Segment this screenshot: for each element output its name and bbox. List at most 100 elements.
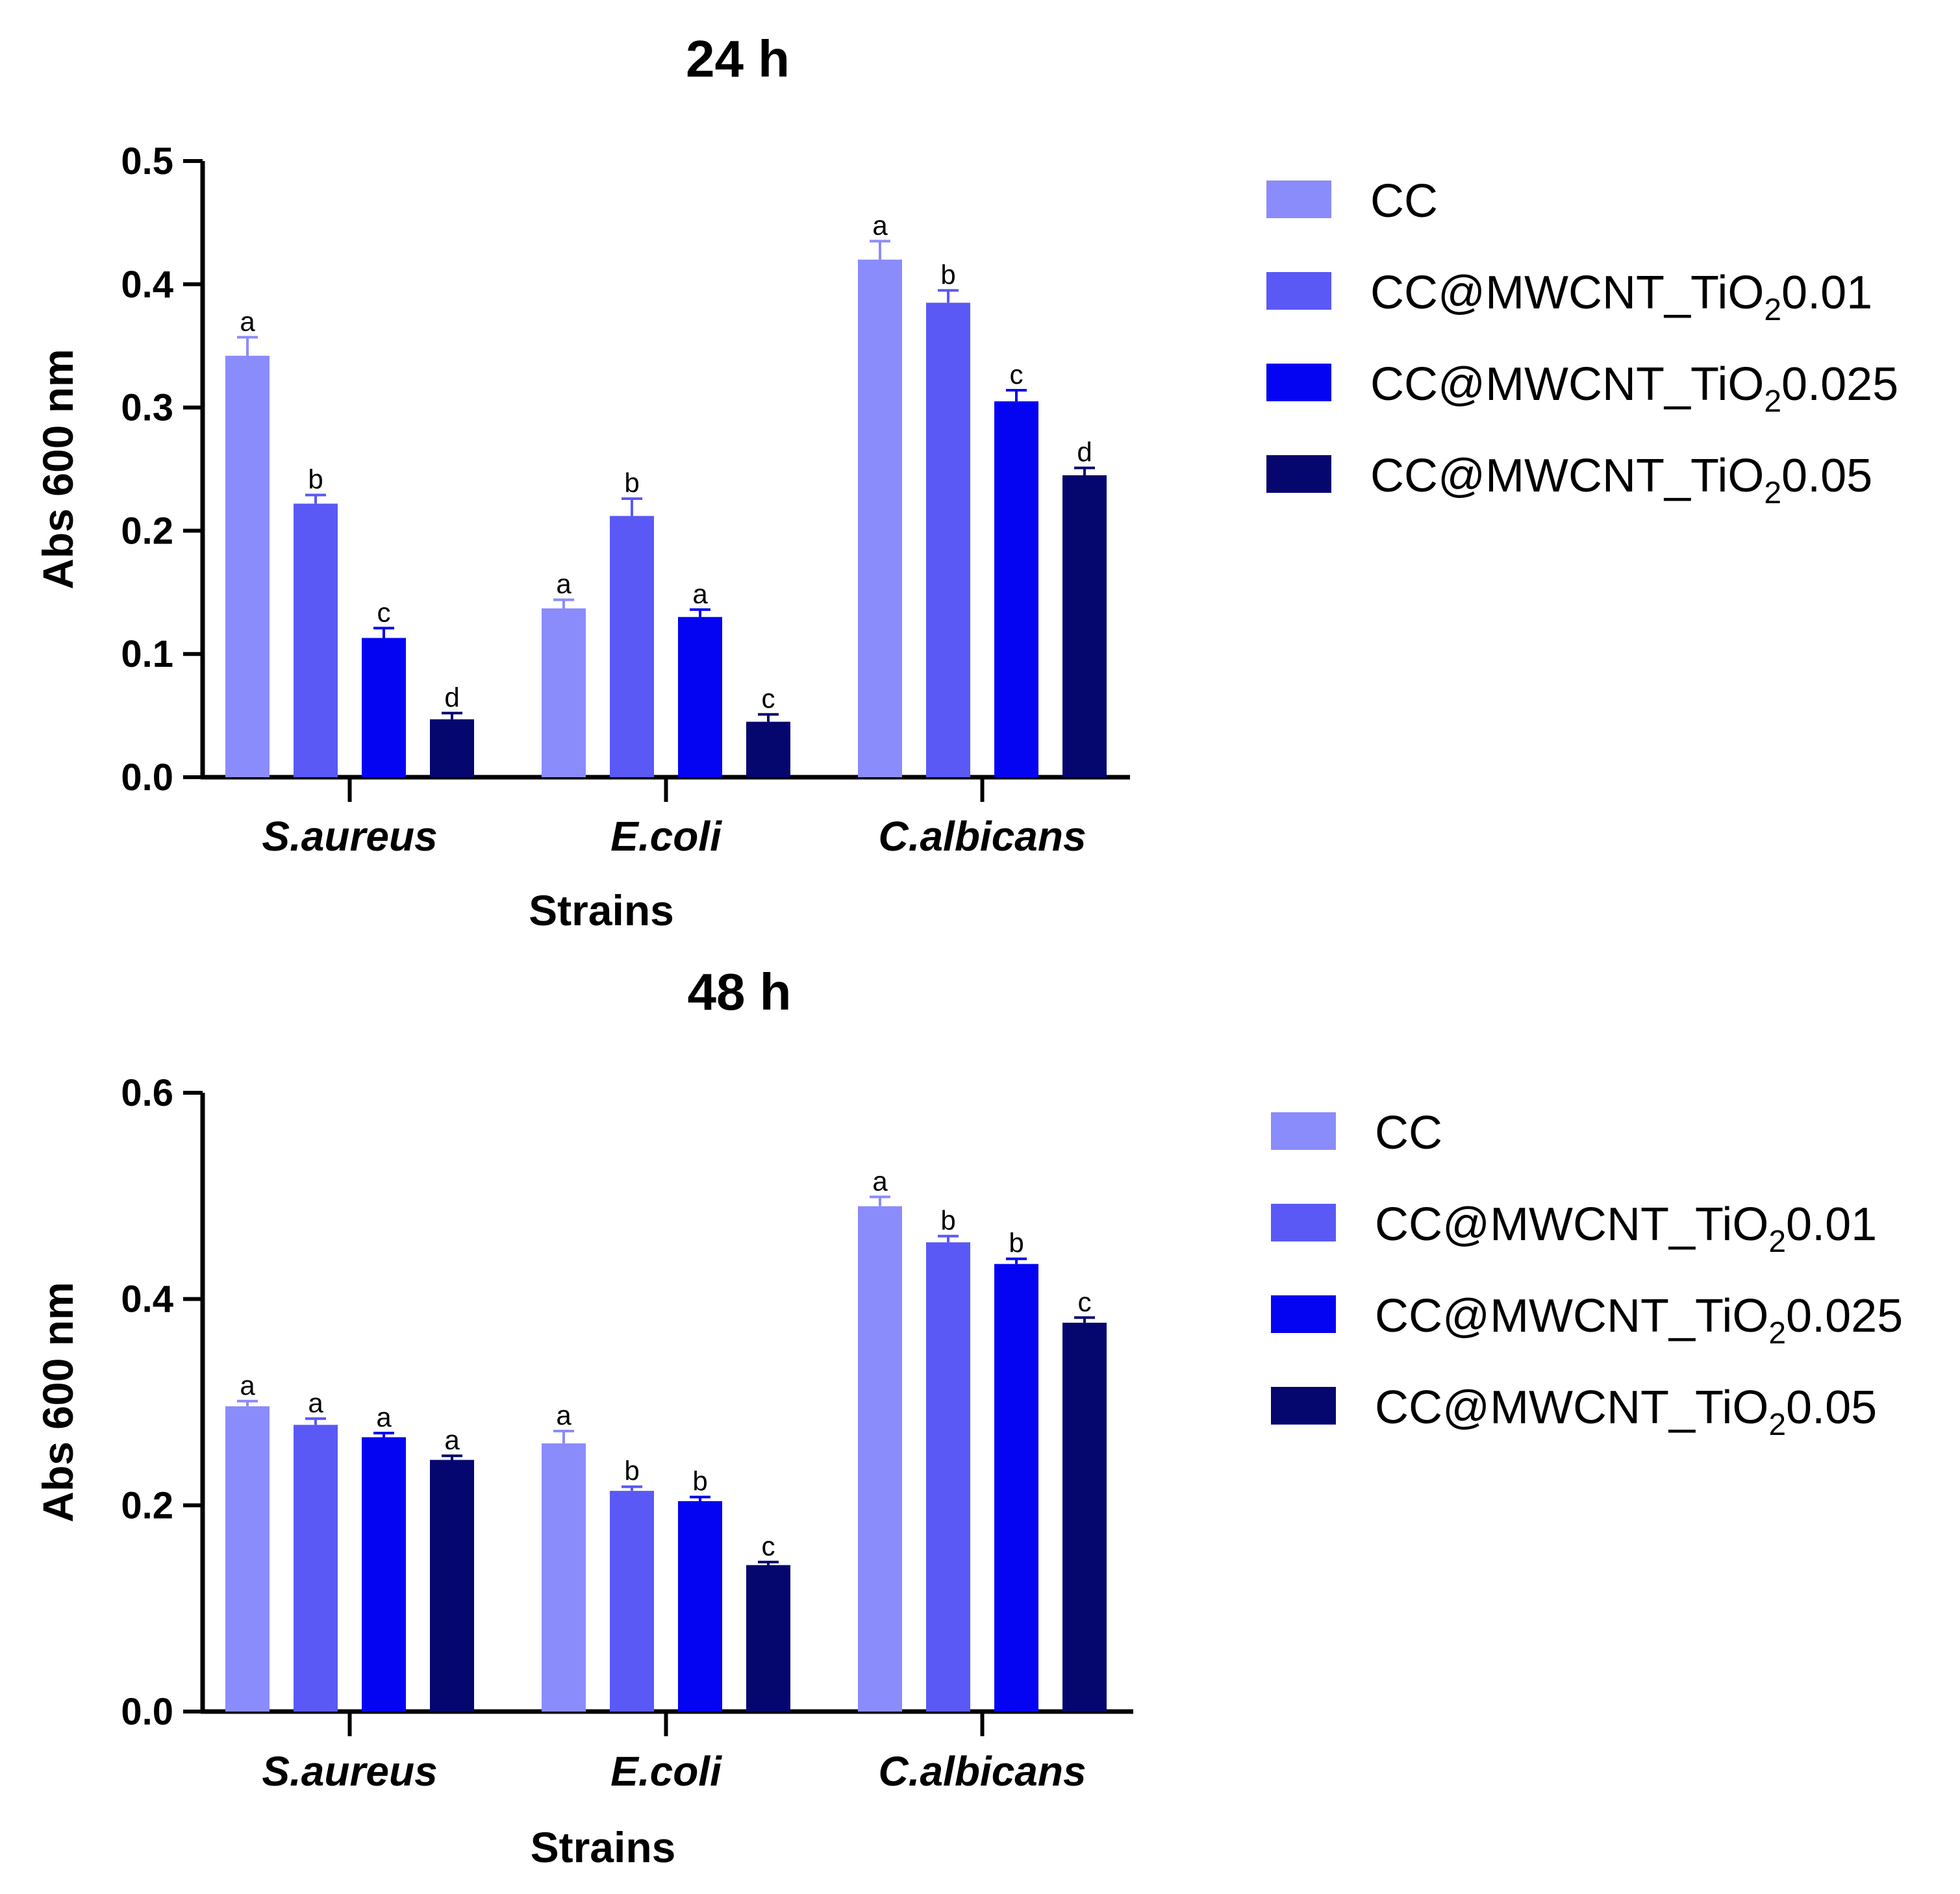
- legend-swatch: [1266, 181, 1331, 218]
- significance-letter: a: [444, 1425, 460, 1455]
- bar: [746, 721, 790, 777]
- bar: [542, 608, 586, 777]
- bar: [678, 1501, 722, 1712]
- legend-label-subscript: 2: [1764, 293, 1781, 327]
- x-axis-label: Strains: [529, 886, 674, 934]
- legend-label-subscript: 2: [1768, 1316, 1786, 1351]
- legend-label-text: CC: [1370, 175, 1438, 227]
- y-tick-label: 0.1: [121, 633, 173, 675]
- legend-label-text: CC@MWCNT_TiO: [1375, 1199, 1768, 1251]
- legend-label-text: CC@MWCNT_TiO: [1375, 1382, 1768, 1434]
- y-tick-label: 0.2: [121, 1484, 173, 1526]
- bar: [362, 638, 406, 777]
- legend-swatch: [1266, 455, 1331, 493]
- legend-label-suffix: 0.025: [1781, 358, 1898, 410]
- y-tick-label: 0.4: [121, 1278, 173, 1321]
- category-label: E.coli: [610, 1748, 722, 1795]
- significance-letter: c: [762, 683, 775, 714]
- y-tick-label: 0.0: [121, 756, 173, 799]
- bar: [926, 303, 970, 777]
- significance-letter: d: [1077, 437, 1092, 467]
- legend-swatch: [1271, 1295, 1336, 1333]
- legend-swatch: [1271, 1112, 1336, 1150]
- legend-label-text: CC@MWCNT_TiO: [1370, 267, 1764, 319]
- chart-title: 48 h: [687, 963, 791, 1021]
- significance-letter: b: [624, 1456, 639, 1486]
- legend-label: CC: [1370, 175, 1438, 227]
- significance-letter: b: [308, 464, 323, 494]
- significance-letter: c: [377, 597, 391, 627]
- significance-letter: b: [624, 467, 639, 498]
- significance-letter: a: [872, 1165, 888, 1196]
- legend-label-subscript: 2: [1764, 476, 1781, 510]
- significance-letter: a: [240, 1370, 255, 1401]
- legend-swatch: [1271, 1387, 1336, 1425]
- y-tick-label: 0.3: [121, 387, 173, 429]
- legend-label-suffix: 0.025: [1786, 1290, 1903, 1342]
- bar: [542, 1443, 586, 1712]
- bar: [225, 355, 270, 777]
- category-label: S.aureus: [262, 813, 437, 860]
- legend-label-text: CC@MWCNT_TiO: [1375, 1290, 1768, 1342]
- category-label: S.aureus: [262, 1748, 437, 1795]
- legend-label: CC@MWCNT_TiO20.01: [1375, 1199, 1877, 1259]
- x-axis-label: Strains: [531, 1823, 676, 1871]
- legend-label-suffix: 0.01: [1786, 1199, 1877, 1251]
- legend-label: CC: [1375, 1107, 1442, 1159]
- significance-letter: b: [940, 1205, 955, 1236]
- legend-label-text: CC@MWCNT_TiO: [1370, 358, 1764, 410]
- significance-letter: a: [556, 1400, 572, 1430]
- bar: [678, 617, 722, 777]
- significance-letter: a: [692, 579, 708, 609]
- y-axis-label: Abs 600 nm: [34, 1282, 82, 1522]
- y-tick-label: 0.5: [121, 140, 173, 182]
- legend-label-suffix: 0.01: [1781, 267, 1872, 319]
- legend-label: CC@MWCNT_TiO20.01: [1370, 267, 1872, 327]
- bar: [430, 719, 474, 777]
- bar: [926, 1242, 970, 1712]
- legend-label-text: CC@MWCNT_TiO: [1370, 450, 1764, 502]
- legend-swatch: [1271, 1204, 1336, 1241]
- bar: [858, 1206, 902, 1712]
- significance-letter: a: [376, 1402, 392, 1432]
- bar: [994, 401, 1038, 777]
- significance-letter: b: [1009, 1228, 1024, 1258]
- legend-label: CC@MWCNT_TiO20.025: [1370, 358, 1898, 419]
- legend-label-subscript: 2: [1768, 1408, 1786, 1442]
- bar: [1062, 475, 1107, 777]
- y-tick-label: 0.6: [121, 1072, 173, 1114]
- category-label: C.albicans: [878, 813, 1086, 860]
- bar: [1062, 1323, 1107, 1712]
- bar: [858, 259, 902, 778]
- bar: [294, 1425, 338, 1712]
- bar: [430, 1460, 474, 1712]
- legend-label-suffix: 0.05: [1786, 1382, 1877, 1434]
- significance-letter: c: [1010, 359, 1024, 390]
- bar: [362, 1437, 406, 1712]
- significance-letter: c: [762, 1531, 775, 1562]
- bar: [294, 503, 338, 777]
- bar: [225, 1406, 270, 1712]
- legend-label: CC@MWCNT_TiO20.05: [1370, 450, 1872, 510]
- significance-letter: a: [240, 306, 255, 336]
- legend-label-subscript: 2: [1764, 384, 1781, 419]
- legend-label-suffix: 0.05: [1781, 450, 1872, 502]
- bar: [610, 1491, 654, 1712]
- legend-label-subscript: 2: [1768, 1225, 1786, 1259]
- legend-label-text: CC: [1375, 1107, 1442, 1159]
- significance-letter: d: [444, 682, 459, 712]
- legend-swatch: [1266, 272, 1331, 310]
- legend-label: CC@MWCNT_TiO20.025: [1375, 1290, 1903, 1351]
- legend-label: CC@MWCNT_TiO20.05: [1375, 1382, 1877, 1442]
- chart-title: 24 h: [686, 30, 790, 88]
- legend-swatch: [1266, 364, 1331, 401]
- chart-24h: 24 h 0.0 0.1 0.2 0.3 0.4 0.5 Abs 600 nm Strains S…: [34, 30, 1898, 934]
- category-label: E.coli: [610, 813, 722, 860]
- significance-letter: a: [872, 210, 888, 240]
- significance-letter: c: [1078, 1286, 1092, 1317]
- category-label: C.albicans: [878, 1748, 1086, 1795]
- chart-48h: 48 h 0.0 0.2 0.4 0.6 Abs 600 nm Strains S.aureu…: [34, 963, 1903, 1871]
- y-tick-label: 0.4: [121, 264, 173, 306]
- y-axis-label: Abs 600 nm: [34, 349, 82, 589]
